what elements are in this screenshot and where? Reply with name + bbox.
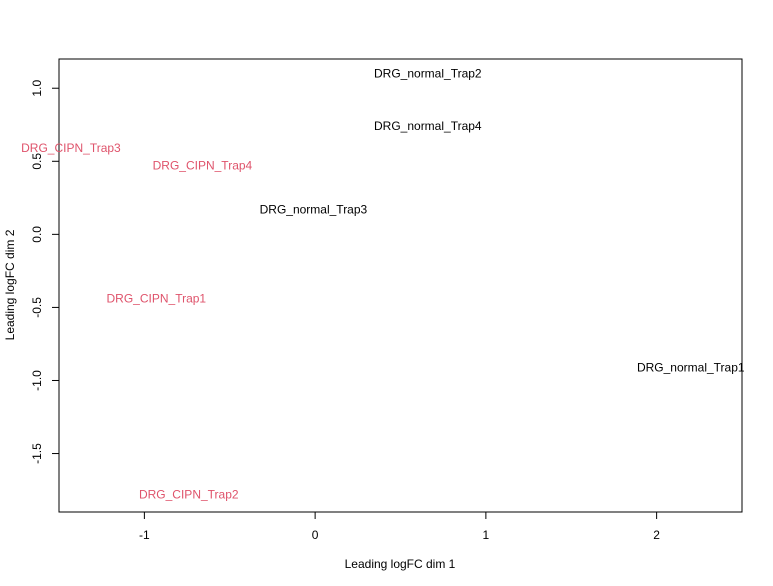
y-tick-label: -1.0 (30, 370, 44, 391)
x-axis-title: Leading logFC dim 1 (345, 557, 456, 571)
x-tick-label: 1 (483, 528, 490, 542)
y-tick-label: -1.5 (30, 443, 44, 464)
plot-frame (58, 58, 743, 513)
y-tick-label: 1.0 (30, 80, 44, 97)
y-axis: -1.5 -1.0 -0.5 0.0 0.5 1.0 (30, 80, 59, 464)
point-label-drg-normal-trap1: DRG_normal_Trap1 (637, 360, 745, 374)
y-axis-title: Leading logFC dim 2 (3, 229, 17, 340)
point-label-drg-cipn-trap2: DRG_CIPN_Trap2 (139, 487, 239, 501)
x-axis: -1 0 1 2 (139, 512, 660, 542)
point-label-drg-normal-trap3: DRG_normal_Trap3 (260, 203, 368, 217)
point-label-drg-cipn-trap4: DRG_CIPN_Trap4 (153, 159, 253, 173)
y-tick-label: -0.5 (30, 297, 44, 318)
x-tick-label: -1 (139, 528, 150, 542)
y-tick-label: 0.0 (30, 226, 44, 243)
x-tick-label: 0 (312, 528, 319, 542)
point-label-drg-normal-trap4: DRG_normal_Trap4 (374, 119, 482, 133)
point-labels: DRG_normal_Trap2 DRG_normal_Trap4 DRG_CIPN… (21, 67, 745, 502)
point-label-drg-cipn-trap3: DRG_CIPN_Trap3 (21, 141, 121, 155)
point-label-drg-normal-trap2: DRG_normal_Trap2 (374, 67, 482, 81)
y-tick-label: 0.5 (30, 153, 44, 170)
point-label-drg-cipn-trap1: DRG_CIPN_Trap1 (107, 292, 207, 306)
x-tick-label: 2 (653, 528, 660, 542)
